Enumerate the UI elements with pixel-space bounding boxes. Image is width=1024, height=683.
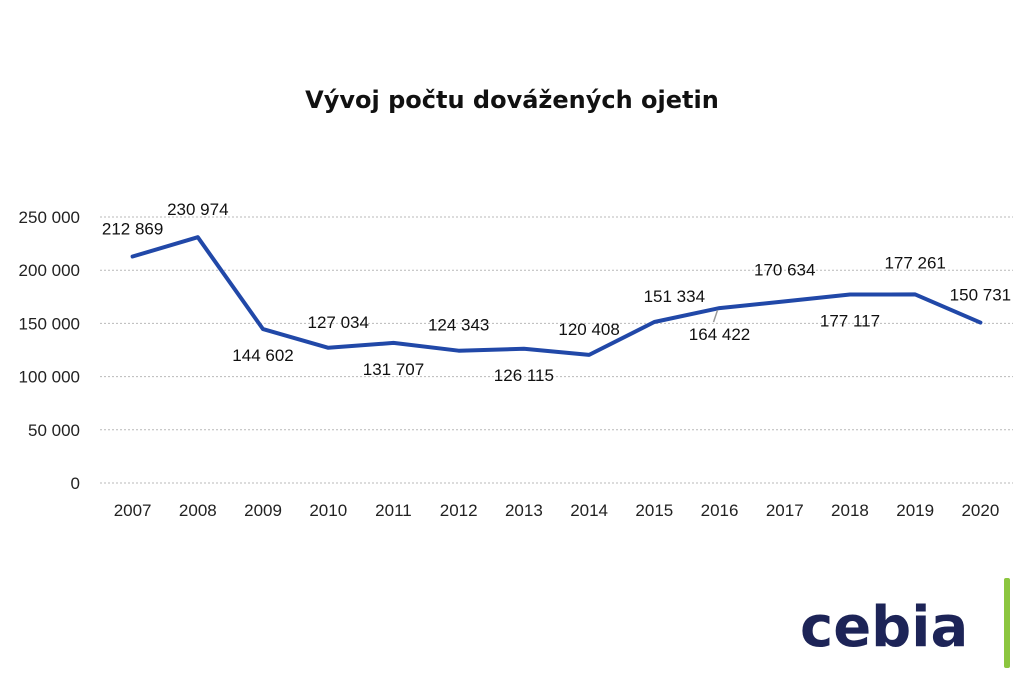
x-tick-label: 2018 bbox=[831, 501, 869, 520]
y-tick-label: 100 000 bbox=[19, 368, 80, 387]
y-tick-label: 250 000 bbox=[19, 208, 80, 227]
x-tick-label: 2019 bbox=[896, 501, 934, 520]
chart-title: Vývoj počtu dovážených ojetin bbox=[305, 86, 719, 114]
data-label: 124 343 bbox=[428, 316, 489, 335]
data-label: 144 602 bbox=[232, 346, 293, 365]
x-tick-label: 2011 bbox=[375, 501, 412, 520]
data-label-leader bbox=[712, 309, 719, 323]
data-label: 131 707 bbox=[363, 360, 424, 379]
x-tick-label: 2010 bbox=[309, 501, 347, 520]
x-tick-label: 2017 bbox=[766, 501, 804, 520]
gridlines bbox=[100, 216, 1013, 484]
data-label: 127 034 bbox=[308, 313, 369, 332]
series-layer bbox=[130, 235, 983, 357]
x-tick-label: 2020 bbox=[961, 501, 999, 520]
logo-wordmark: cebia bbox=[800, 595, 968, 660]
y-tick-label: 200 000 bbox=[19, 261, 80, 280]
data-label: 120 408 bbox=[558, 320, 619, 339]
y-tick-label: 0 bbox=[71, 474, 80, 493]
logo-accent-bar bbox=[1004, 578, 1010, 668]
data-label: 177 117 bbox=[820, 312, 880, 331]
x-tick-label: 2014 bbox=[570, 501, 608, 520]
y-tick-label: 150 000 bbox=[19, 314, 80, 333]
x-tick-label: 2007 bbox=[114, 501, 152, 520]
x-tick-label: 2009 bbox=[244, 501, 282, 520]
series-line bbox=[130, 235, 983, 357]
data-label: 126 115 bbox=[494, 366, 554, 385]
data-label: 170 634 bbox=[754, 260, 815, 279]
data-label: 230 974 bbox=[167, 200, 228, 219]
y-axis-tick-labels: 0 50 000 100 000 150 000 200 000 250 000 bbox=[19, 208, 80, 493]
x-tick-label: 2012 bbox=[440, 501, 478, 520]
x-tick-label: 2008 bbox=[179, 501, 217, 520]
data-label: 212 869 bbox=[102, 220, 163, 239]
data-label: 177 261 bbox=[884, 253, 945, 272]
data-label: 151 334 bbox=[644, 287, 705, 306]
x-tick-label: 2015 bbox=[635, 501, 673, 520]
data-label: 164 422 bbox=[689, 325, 750, 344]
x-tick-label: 2016 bbox=[701, 501, 739, 520]
data-label: 150 731 bbox=[950, 286, 1011, 305]
x-tick-label: 2013 bbox=[505, 501, 543, 520]
cebia-logo: cebia bbox=[800, 578, 1010, 668]
x-axis-tick-labels: 2007 2008 2009 2010 2011 2012 2013 2014 2015 2016… bbox=[114, 501, 1000, 520]
y-tick-label: 50 000 bbox=[28, 421, 80, 440]
